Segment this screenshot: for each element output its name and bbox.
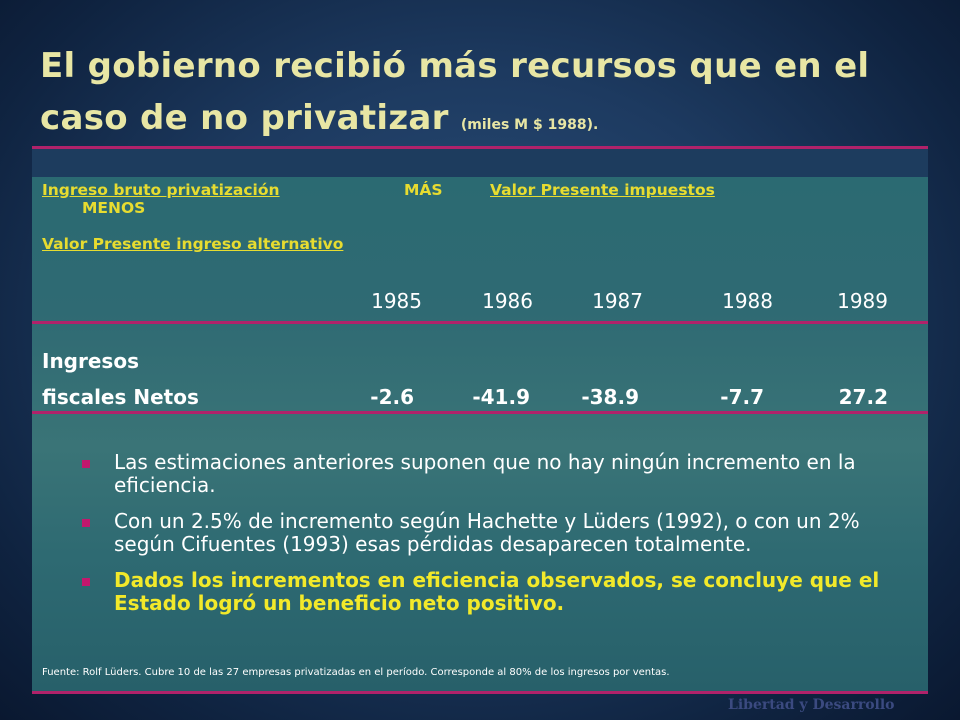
formula-gross-income: Ingreso bruto privatización: [42, 181, 280, 199]
year-1987: 1987: [592, 289, 643, 313]
bullet-item: Las estimaciones anteriores suponen que …: [82, 451, 908, 497]
year-1986: 1986: [482, 289, 533, 313]
title-line-2-text: caso de no privatizar: [40, 98, 449, 138]
title-line-2: caso de no privatizar (miles M $ 1988).: [40, 92, 920, 151]
bullet-item: Con un 2.5% de incremento según Hachette…: [82, 510, 908, 556]
brand-logo-text: Libertad y Desarrollo: [728, 697, 895, 713]
value-1987: -38.9: [581, 385, 639, 409]
year-header-row: 1985 1986 1987 1988 1989: [42, 289, 912, 315]
bullet-text: Dados los incrementos en eficiencia obse…: [114, 568, 880, 615]
bullet-text: Con un 2.5% de incremento según Hachette…: [114, 509, 860, 556]
title-units: (miles M $ 1988).: [460, 117, 599, 133]
row-label-line-1: Ingresos: [42, 349, 139, 373]
slide-title: El gobierno recibió más recursos que en …: [40, 40, 920, 151]
formula-plus: MÁS: [404, 181, 443, 199]
formula-alternative-income: Valor Presente ingreso alternativo: [42, 235, 344, 253]
bullet-item-conclusion: Dados los incrementos en eficiencia obse…: [82, 569, 908, 615]
bullet-text: Las estimaciones anteriores suponen que …: [114, 450, 856, 497]
source-footnote: Fuente: Rolf Lüders. Cubre 10 de las 27 …: [42, 667, 670, 678]
content-panel: Ingreso bruto privatización MÁS Valor Pr…: [32, 146, 928, 694]
formula-present-value-taxes: Valor Presente impuestos: [490, 181, 715, 199]
year-1988: 1988: [722, 289, 773, 313]
divider-top: [32, 321, 928, 324]
year-1989: 1989: [837, 289, 888, 313]
value-1985: -2.6: [370, 385, 414, 409]
bullet-list: Las estimaciones anteriores suponen que …: [82, 451, 908, 628]
bullet-square-icon: [82, 519, 90, 527]
formula-minus: MENOS: [82, 199, 146, 217]
row-label-line-2: fiscales Netos: [42, 385, 199, 409]
year-1985: 1985: [371, 289, 422, 313]
value-1986: -41.9: [472, 385, 530, 409]
value-1989: 27.2: [838, 385, 888, 409]
bullet-square-icon: [82, 460, 90, 468]
divider-bottom: [32, 411, 928, 414]
value-1988: -7.7: [720, 385, 764, 409]
title-line-1: El gobierno recibió más recursos que en …: [40, 46, 870, 86]
bullet-square-icon: [82, 578, 90, 586]
